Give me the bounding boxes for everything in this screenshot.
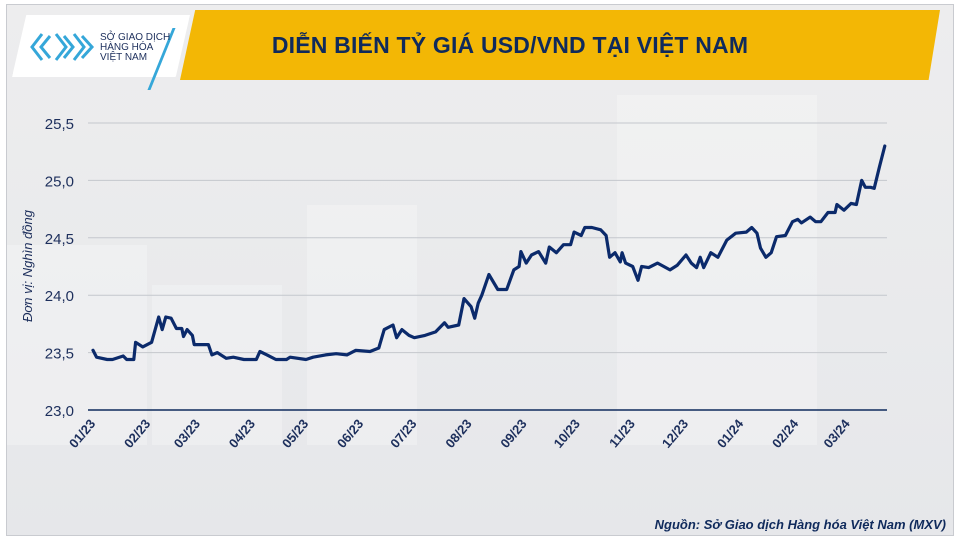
x-tick-label: 02/24 <box>769 416 802 451</box>
x-tick-label: 01/24 <box>714 416 747 451</box>
logo-mark-icon <box>30 33 95 61</box>
chart-frame <box>6 4 954 536</box>
logo-text: SỞ GIAO DỊCH HÀNG HÓA VIỆT NAM <box>100 33 170 63</box>
background-decoration <box>152 285 282 445</box>
title-banner <box>180 10 940 80</box>
y-tick-label: 24,5 <box>45 231 74 248</box>
background-decoration <box>307 205 417 445</box>
logo-line-2: HÀNG HÓA <box>100 42 154 53</box>
x-tick-label: 12/23 <box>659 416 691 451</box>
x-tick-label: 07/23 <box>387 416 419 451</box>
logo-line-3: VIỆT NAM <box>100 52 148 63</box>
x-tick-label: 01/23 <box>66 416 98 451</box>
x-tick-label: 06/23 <box>334 416 366 451</box>
source-note: Nguồn: Sở Giao dịch Hàng hóa Việt Nam (M… <box>654 517 946 532</box>
chart-title: DIỄN BIẾN TỶ GIÁ USD/VND TẠI VIỆT NAM <box>271 32 749 58</box>
y-tick-label: 25,0 <box>45 173 74 190</box>
background-decoration <box>7 245 147 445</box>
x-tick-label: 08/23 <box>442 416 474 451</box>
logo-line-1: SỞ GIAO DỊCH <box>100 32 171 43</box>
x-tick-label: 11/23 <box>606 416 638 450</box>
y-axis-label: Đơn vị: Nghìn đồng <box>20 209 35 322</box>
x-tick-label: 02/23 <box>121 416 153 451</box>
x-tick-label: 04/23 <box>226 416 258 451</box>
x-tick-label: 10/23 <box>551 416 583 451</box>
y-tick-label: 24,0 <box>45 288 74 305</box>
x-tick-label: 05/23 <box>279 416 311 451</box>
x-tick-label: 03/24 <box>820 416 853 451</box>
background-decoration <box>617 95 817 445</box>
series-line <box>91 144 887 362</box>
y-tick-label: 23,5 <box>45 346 74 363</box>
y-tick-label: 25,5 <box>45 116 74 133</box>
y-tick-label: 23,0 <box>45 403 74 420</box>
x-tick-label: 03/23 <box>171 416 203 451</box>
x-tick-label: 09/23 <box>497 416 529 451</box>
